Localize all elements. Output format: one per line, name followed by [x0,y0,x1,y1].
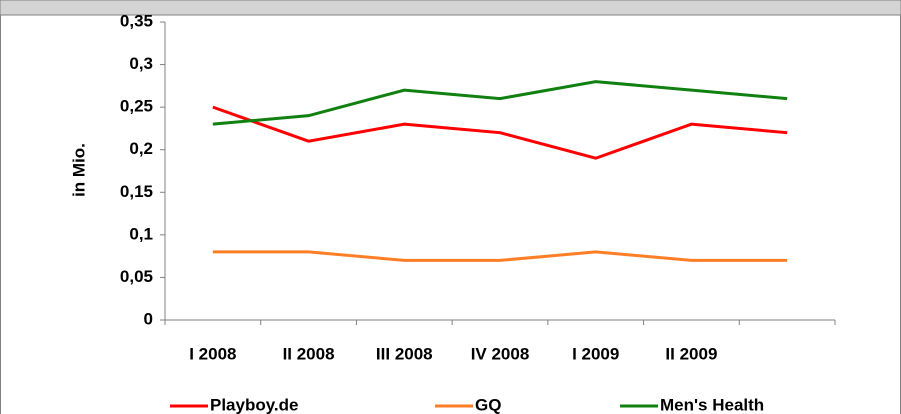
series-line [212,105,788,160]
y-tick-label: 0,3 [129,54,153,73]
legend-label: Men's Health [660,395,764,414]
y-tick-label: 0,2 [129,139,153,158]
series-line [212,250,788,262]
x-tick-label: III 2008 [376,344,433,363]
y-tick-label: 0,15 [120,182,153,201]
y-tick-label: 0,25 [120,97,153,116]
x-tick-label: I 2008 [189,344,236,363]
x-tick-label: II 2009 [665,344,717,363]
x-tick-label: IV 2008 [471,344,530,363]
x-tick-label: II 2008 [283,344,335,363]
x-tick-label: I 2009 [572,344,619,363]
y-tick-label: 0,05 [120,267,153,286]
legend-label: GQ [475,395,501,414]
top-strip [0,0,901,16]
y-axis-label: in Mio. [69,143,88,197]
y-tick-label: 0,35 [120,11,153,30]
y-tick-label: 0,1 [129,224,153,243]
y-tick-label: 0 [144,309,153,328]
series-line [212,80,788,126]
legend-label: Playboy.de [210,395,299,414]
